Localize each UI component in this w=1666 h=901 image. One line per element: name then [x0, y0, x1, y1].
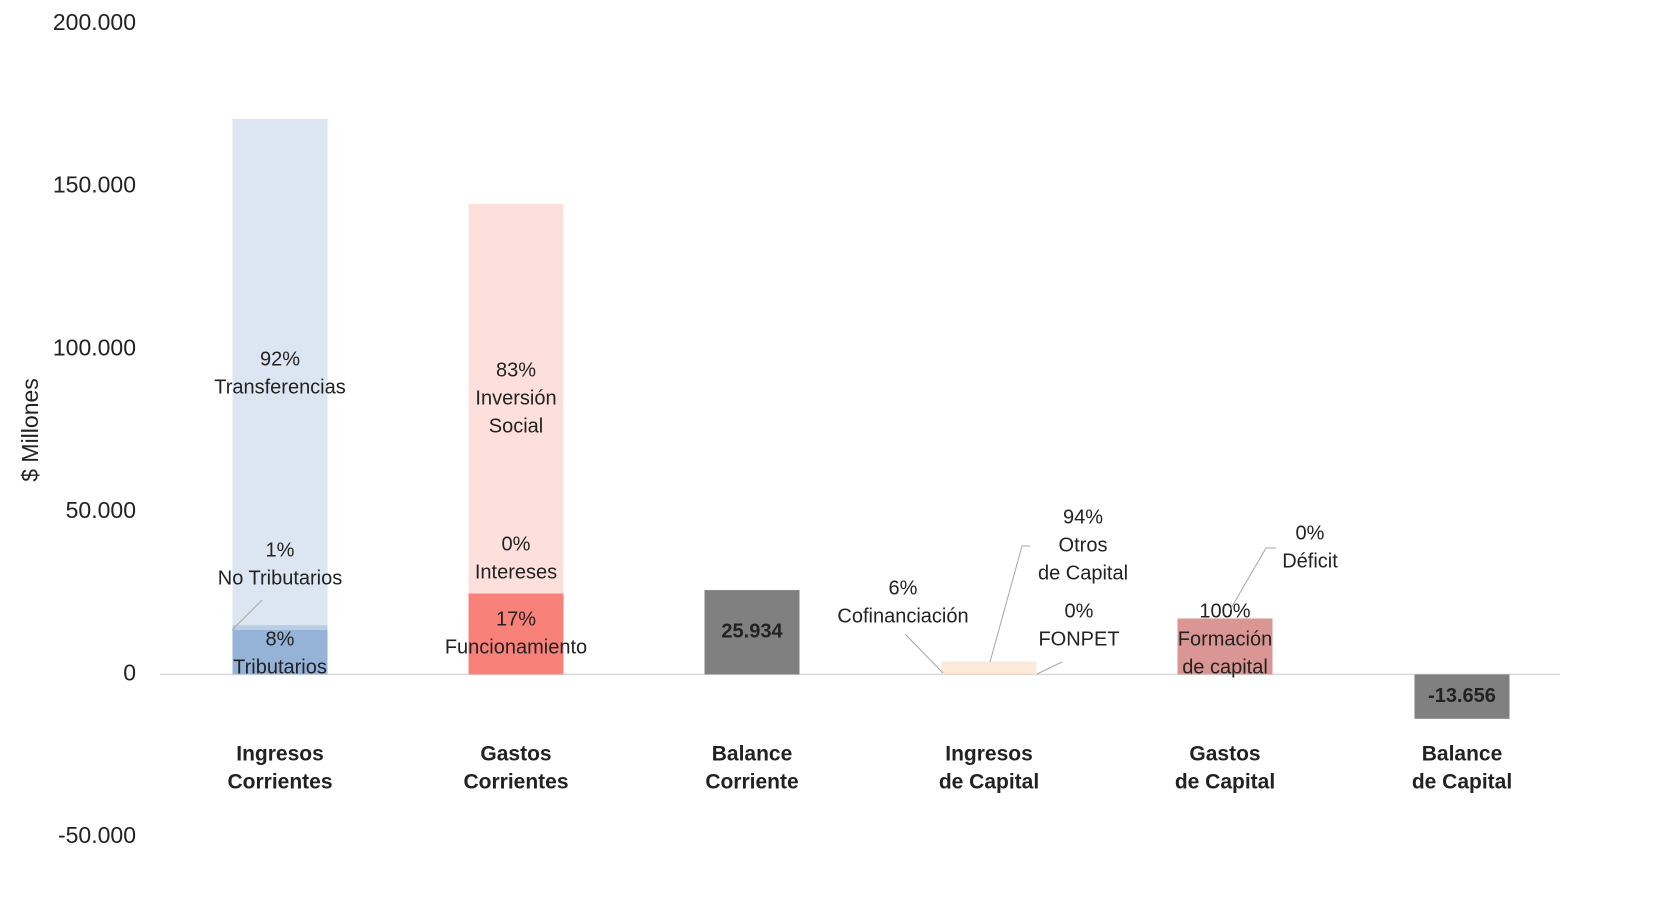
y-tick-label: 150.000: [53, 172, 136, 198]
x-tick-label: Ingresos: [945, 743, 1033, 766]
segment-label: No Tributarios: [218, 567, 343, 589]
bar-segment: [468, 203, 564, 594]
x-tick-label: de Capital: [1175, 771, 1275, 794]
bar-segment: [941, 661, 1037, 674]
x-tick-label: Corriente: [705, 771, 798, 794]
segment-label: Cofinanciación: [837, 605, 968, 627]
segment-label: 1%: [266, 539, 295, 561]
bar-segment: [232, 625, 328, 630]
bar-segment: [1414, 674, 1510, 719]
leader-line: [231, 599, 263, 631]
x-tick-label: de Capital: [1412, 771, 1512, 794]
segment-label: 92%: [260, 348, 300, 370]
y-tick-label: 200.000: [53, 9, 136, 35]
segment-label: de Capital: [1038, 562, 1128, 584]
x-tick-label: Gastos: [480, 743, 551, 766]
segment-label: de capital: [1182, 656, 1268, 678]
segment-label: Déficit: [1282, 550, 1338, 572]
segment-label: 6%: [889, 577, 918, 599]
leader-line: [1229, 547, 1276, 611]
segment-label: Funcionamiento: [445, 636, 587, 658]
bar-segment: [1177, 618, 1273, 675]
segment-label: 0%: [1296, 522, 1325, 544]
segment-label: 0%: [502, 533, 531, 555]
y-tick-label: -50.000: [58, 822, 136, 848]
x-tick-label: Corrientes: [227, 771, 332, 794]
segment-label: 83%: [496, 359, 536, 381]
segment-label: Transferencias: [214, 376, 346, 398]
bar-segment: [232, 118, 328, 626]
leader-line: [1036, 661, 1063, 675]
x-tick-label: Balance: [1422, 743, 1503, 766]
bar-segment: [941, 673, 1037, 675]
data-label: 25.934: [721, 621, 783, 643]
segment-label: FONPET: [1038, 628, 1119, 650]
segment-label: Intereses: [475, 561, 557, 583]
bar-segment: [704, 590, 800, 675]
segment-label: Inversión: [475, 387, 556, 409]
x-tick-label: de Capital: [939, 771, 1039, 794]
x-tick-label: Gastos: [1189, 743, 1260, 766]
segment-label: 94%: [1063, 506, 1103, 528]
segment-label: 8%: [266, 628, 295, 650]
segment-label: Otros: [1059, 534, 1108, 556]
segment-label: 0%: [1065, 600, 1094, 622]
y-axis-title: $ Millones: [17, 378, 43, 482]
bar-segment: [468, 593, 564, 675]
segment-label: Formación: [1178, 628, 1272, 650]
segment-label: 100%: [1199, 600, 1250, 622]
bar-segment: [232, 629, 328, 675]
x-tick-label: Corrientes: [463, 771, 568, 794]
x-tick-label: Ingresos: [236, 743, 324, 766]
y-tick-label: 100.000: [53, 334, 136, 360]
y-tick-label: 0: [123, 659, 136, 685]
data-label: -13.656: [1428, 685, 1496, 707]
segment-label: Tributarios: [233, 656, 327, 678]
leader-line: [904, 633, 944, 674]
leader-line: [989, 545, 1030, 663]
y-tick-label: 50.000: [66, 497, 136, 523]
segment-label: 17%: [496, 608, 536, 630]
x-tick-label: Balance: [712, 743, 793, 766]
segment-label: Social: [489, 415, 543, 437]
